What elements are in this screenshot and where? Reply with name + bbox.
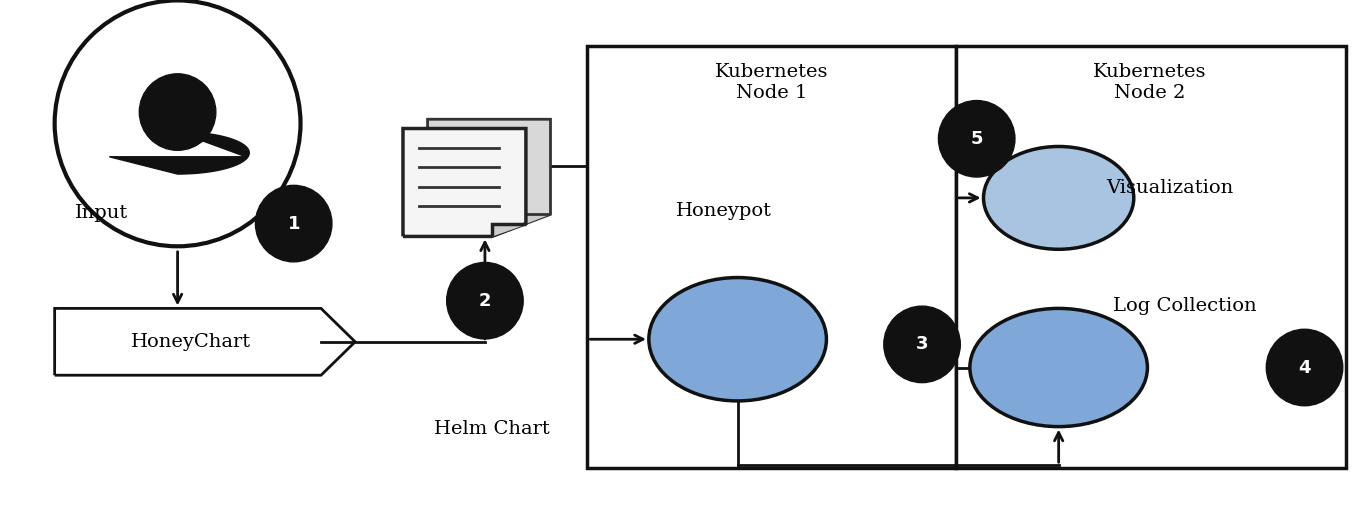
Ellipse shape [649,278,826,401]
Ellipse shape [970,308,1147,427]
Text: 2: 2 [478,291,492,310]
PathPatch shape [492,224,526,236]
Bar [956,46,1346,468]
Text: Honeypot: Honeypot [676,201,772,220]
Text: Input: Input [75,204,128,223]
Text: Helm Chart: Helm Chart [434,420,549,438]
PathPatch shape [428,119,550,227]
PathPatch shape [516,214,550,227]
Text: 5: 5 [970,130,984,148]
Text: Kubernetes
Node 1: Kubernetes Node 1 [714,63,829,102]
PathPatch shape [403,128,526,236]
Text: Kubernetes
Node 2: Kubernetes Node 2 [1093,63,1208,102]
Ellipse shape [139,74,216,150]
Text: 3: 3 [915,335,929,354]
Text: 1: 1 [287,214,301,233]
Text: 4: 4 [1298,358,1311,377]
Ellipse shape [884,306,960,382]
Text: HoneyChart: HoneyChart [131,333,251,351]
Ellipse shape [55,1,301,246]
PathPatch shape [55,308,355,375]
Polygon shape [109,132,249,174]
Ellipse shape [255,186,332,262]
Text: Log Collection: Log Collection [1113,297,1257,315]
Bar [587,46,956,468]
Ellipse shape [1266,329,1343,406]
Text: Visualization: Visualization [1106,178,1233,197]
Ellipse shape [447,263,523,339]
Ellipse shape [938,101,1015,177]
Ellipse shape [984,146,1134,249]
